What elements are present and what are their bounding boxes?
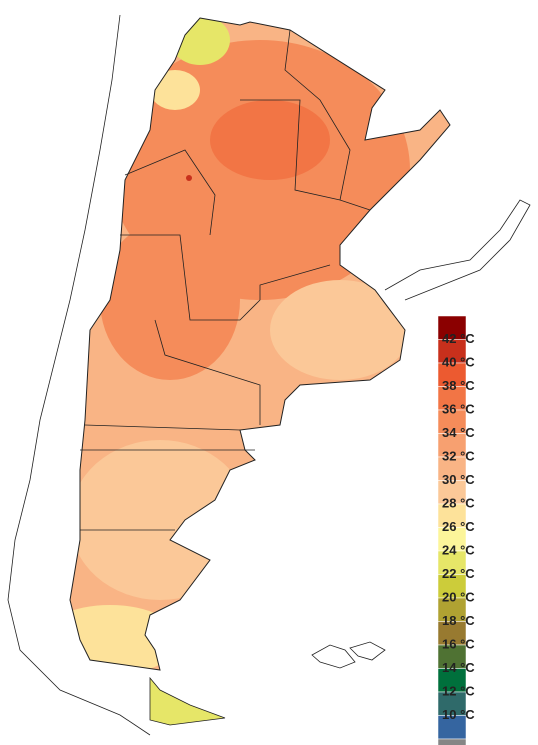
- legend-label: 32 °C: [442, 448, 475, 463]
- legend-label: 40 °C: [442, 354, 475, 369]
- legend-label: 20 °C: [442, 589, 475, 604]
- legend-swatch: [437, 738, 467, 745]
- legend-label: 12 °C: [442, 683, 475, 698]
- legend-label: 34 °C: [442, 425, 475, 440]
- tierra-del-fuego: [149, 676, 226, 726]
- legend-label: 22 °C: [442, 566, 475, 581]
- legend-label: 38 °C: [442, 378, 475, 393]
- country-outline: [69, 17, 451, 671]
- legend-label: 28 °C: [442, 495, 475, 510]
- chile-coast: [7, 14, 531, 736]
- legend-label: 36 °C: [442, 401, 475, 416]
- province-borders: [80, 29, 371, 531]
- legend-label: 10 °C: [442, 707, 475, 722]
- legend-label: 18 °C: [442, 613, 475, 628]
- legend-label: 14 °C: [442, 660, 475, 675]
- legend: 42 °C 40 °C 38 °C 36 °C 34 °C 32 °C 30 °C 28 °C…: [437, 315, 475, 745]
- legend-label: 26 °C: [442, 519, 475, 534]
- legend-label: 42 °C: [442, 331, 475, 346]
- legend-label: 24 °C: [442, 542, 475, 557]
- legend-label: 16 °C: [442, 636, 475, 651]
- legend-label: 30 °C: [442, 472, 475, 487]
- malvinas: [311, 641, 386, 669]
